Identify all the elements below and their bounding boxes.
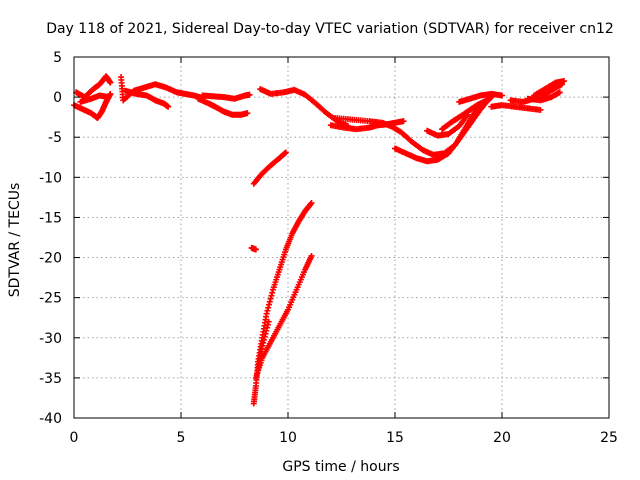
series-arc-4 [118, 74, 206, 104]
y-tick-label: 5 [53, 50, 62, 66]
series-arc-9 [248, 244, 259, 253]
chart-title: Day 118 of 2021, Sidereal Day-to-day VTE… [46, 21, 614, 37]
data-point [268, 292, 275, 299]
series-arc-11 [252, 252, 315, 381]
series-arc-23 [531, 78, 568, 99]
data-point [263, 310, 270, 317]
data-point [484, 97, 491, 104]
y-tick-label: -30 [39, 331, 62, 347]
data-point [264, 324, 271, 331]
data-point [252, 246, 259, 253]
series-arc-5 [122, 87, 172, 110]
data-point [105, 94, 112, 101]
data-point [264, 321, 271, 328]
axis-ticks: 0 5 10 15 20 25 5 0 -5 -10 -15 -20 -25 -30 -35 -40 [39, 50, 618, 446]
data-point [282, 149, 289, 156]
y-tick-label: -35 [39, 371, 62, 387]
series-arc-7 [199, 91, 253, 102]
data-point [259, 342, 266, 349]
data-point [499, 92, 505, 99]
data-point [308, 252, 315, 259]
y-tick-label: -10 [39, 170, 62, 186]
y-tick-label: -25 [39, 291, 62, 307]
x-axis-label: GPS time / hours [282, 459, 399, 475]
data-point [266, 301, 273, 308]
series-arc-19 [439, 97, 491, 133]
series-arc-24 [524, 89, 563, 104]
data-point [308, 200, 315, 207]
data-point [265, 318, 272, 325]
x-tick-label: 15 [386, 430, 404, 446]
x-tick-label: 10 [279, 430, 297, 446]
series-arc-15 [332, 114, 394, 129]
data-point [264, 307, 271, 314]
y-tick-label: -40 [39, 411, 62, 427]
data-point [246, 91, 253, 98]
x-tick-label: 0 [70, 430, 79, 446]
data-point [165, 103, 172, 110]
data-point [260, 336, 267, 343]
data-point [400, 118, 407, 125]
data-point [267, 295, 274, 302]
data-point [261, 333, 268, 340]
data-point [265, 304, 272, 311]
series-arc-21 [488, 102, 544, 113]
x-tick-label: 25 [600, 430, 618, 446]
x-tick-label: 20 [493, 430, 511, 446]
y-tick-label: -15 [39, 210, 62, 226]
data-point [260, 339, 267, 346]
series-arc-13 [257, 86, 351, 129]
data-point [263, 327, 270, 334]
data-point [561, 78, 568, 85]
data-point [107, 79, 114, 86]
data-point [266, 298, 273, 305]
data-point [307, 201, 314, 208]
data-point [107, 90, 114, 97]
data-point [244, 110, 251, 117]
data-point [556, 89, 563, 96]
plot-frame [73, 56, 610, 419]
series-arc-8 [250, 149, 289, 187]
data-points [71, 73, 568, 407]
series-arc-3 [77, 92, 112, 105]
series-arc-6 [195, 95, 251, 118]
x-tick-label: 5 [177, 430, 186, 446]
y-tick-label: 0 [53, 90, 62, 106]
series-arc-10 [250, 200, 315, 407]
data-point [537, 106, 544, 113]
series-arc-12 [255, 318, 272, 373]
data-point [262, 330, 269, 337]
y-axis-label: SDTVAR / TECUs [7, 183, 23, 298]
data-point [269, 289, 276, 296]
y-tick-label: -20 [39, 251, 62, 267]
series-arc-20 [456, 90, 505, 105]
series-arc-2 [73, 73, 114, 101]
y-tick-label: -5 [48, 130, 62, 146]
